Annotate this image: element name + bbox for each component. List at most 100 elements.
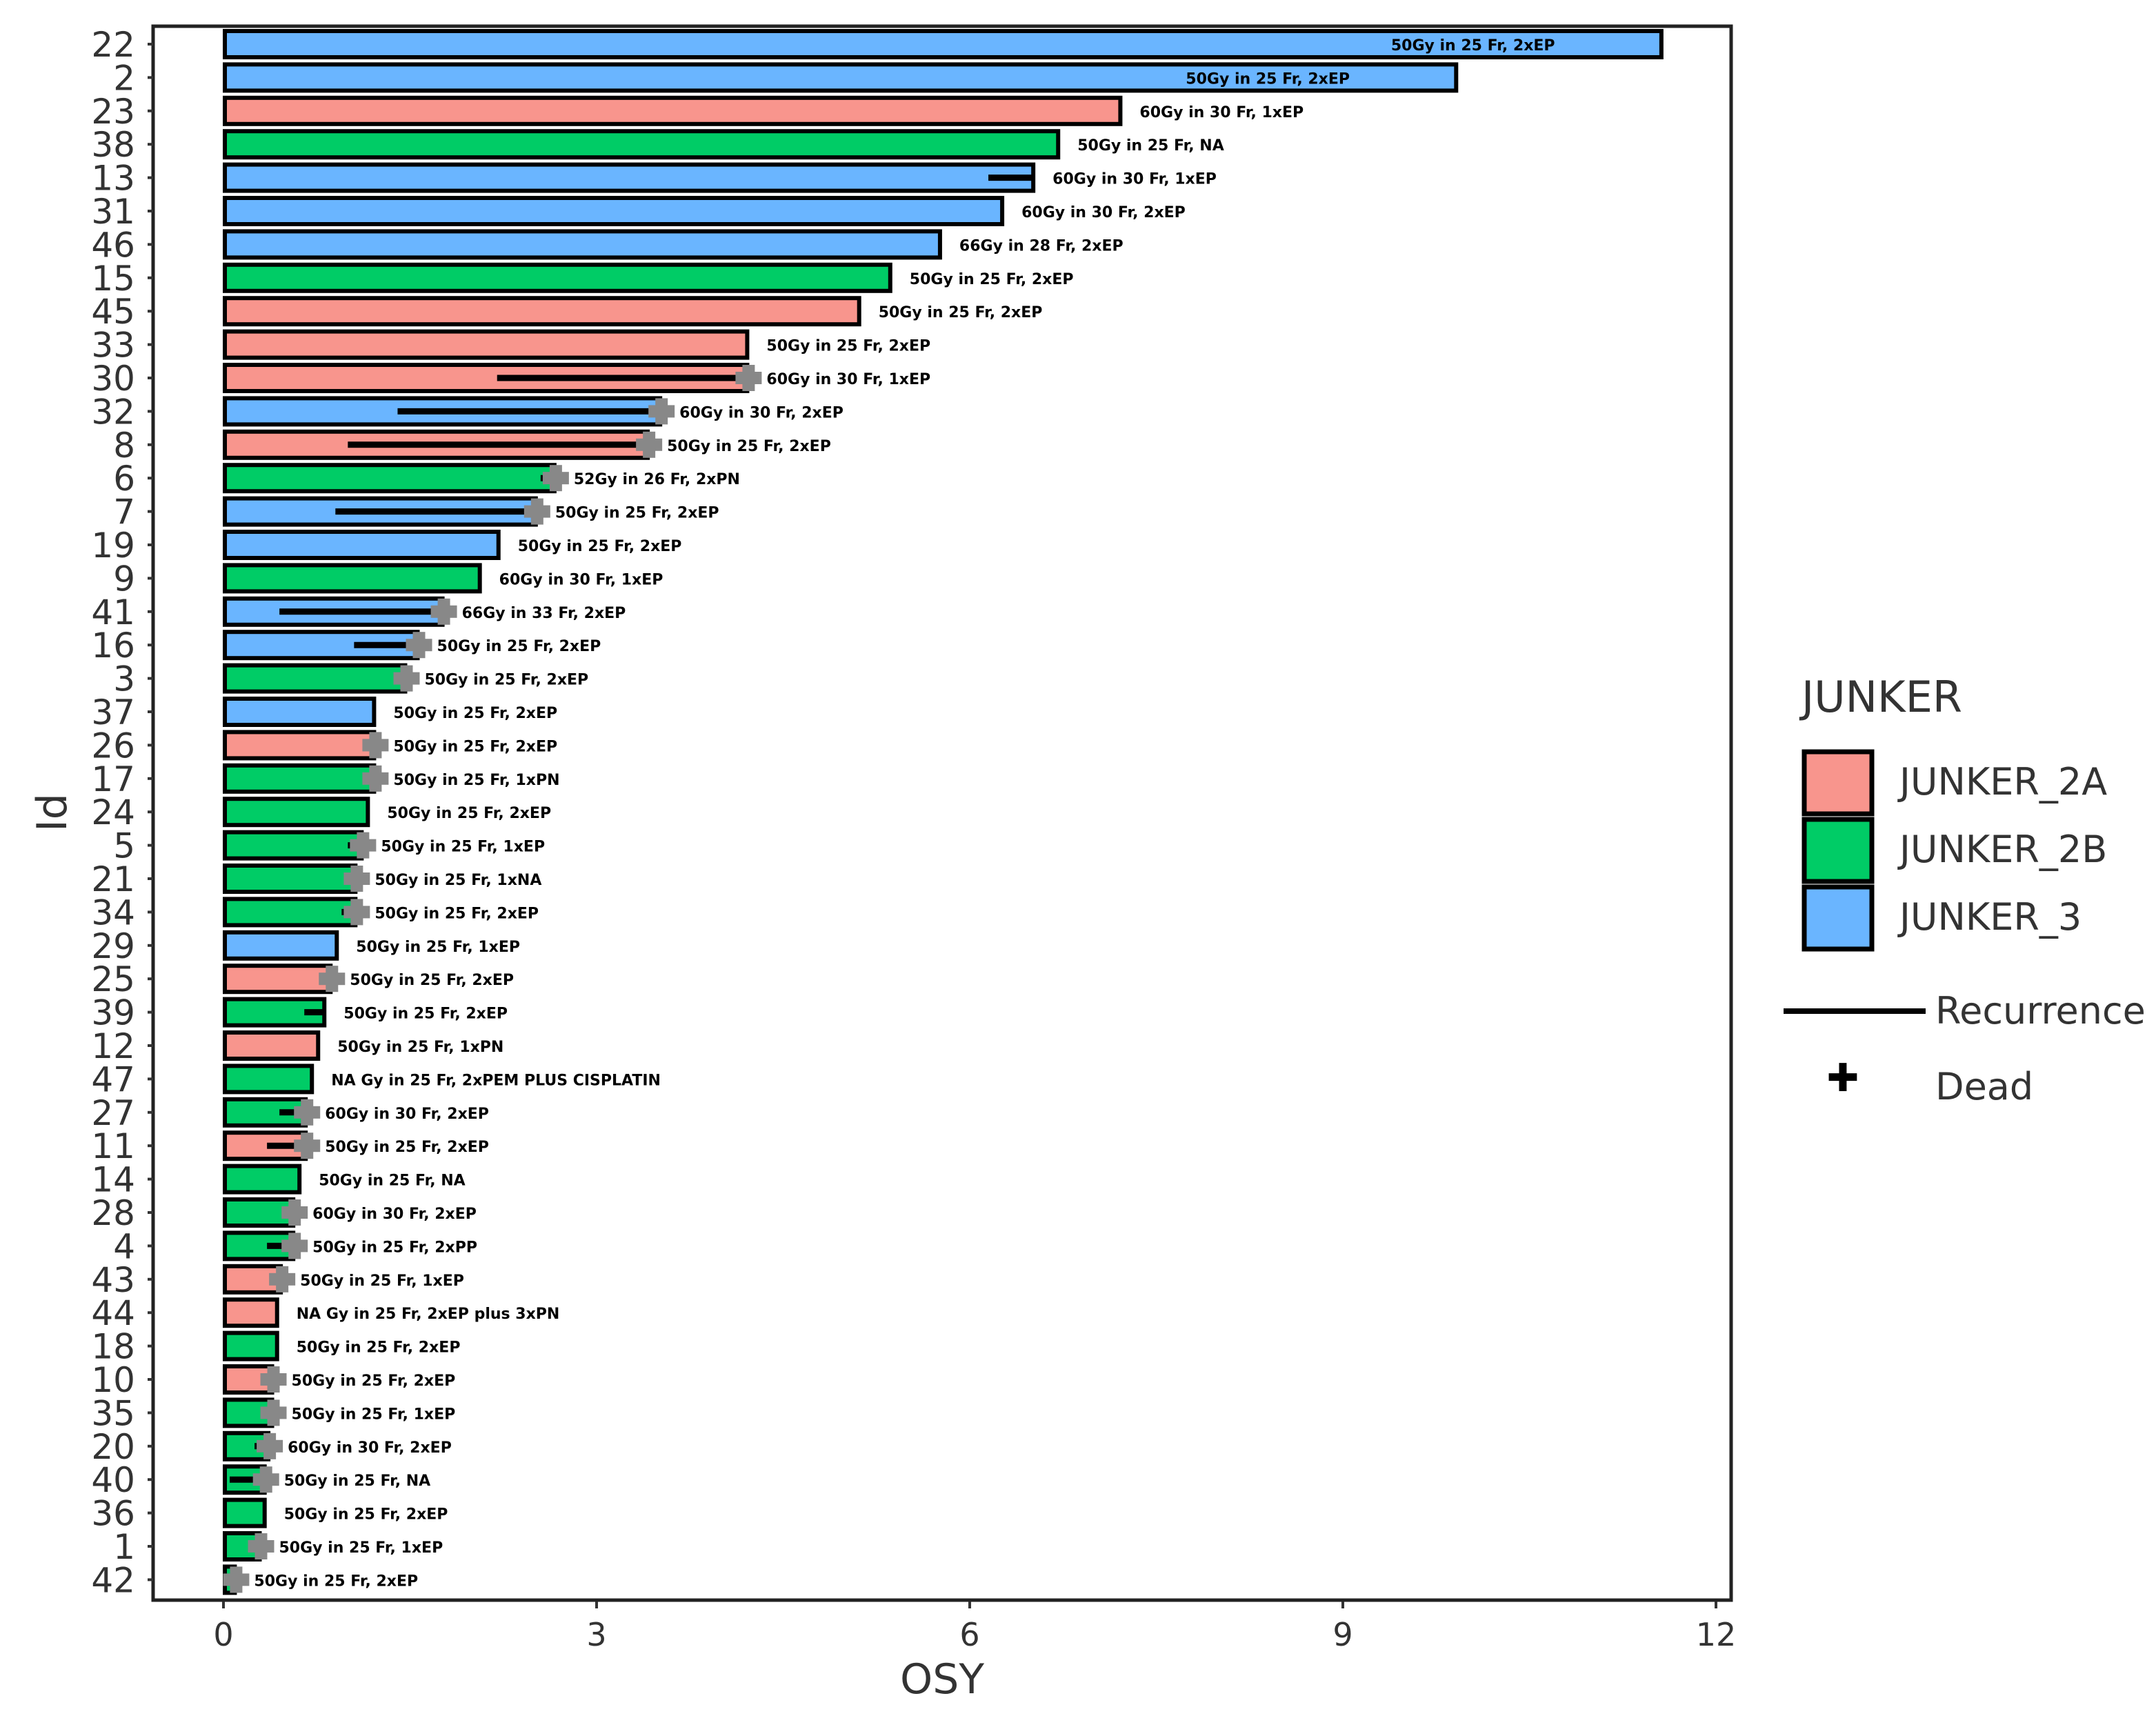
legend-swatch-junker-2a xyxy=(1801,749,1875,817)
x-tick-label-0: 0 xyxy=(213,1616,233,1653)
y-tick-label-4: 4 xyxy=(113,1226,135,1266)
y-tick-label-35: 35 xyxy=(91,1393,135,1433)
legend-dead-label: Dead xyxy=(1935,1065,2033,1108)
bar-2 xyxy=(223,62,1459,93)
y-tick-label-2: 2 xyxy=(113,58,135,98)
y-tick-label-24: 24 xyxy=(91,792,135,832)
bar-label-27: 60Gy in 30 Fr, 2xEP xyxy=(325,1106,489,1123)
bar-23 xyxy=(223,95,1123,126)
dead-marker-h-6 xyxy=(542,472,569,485)
y-tick-label-42: 42 xyxy=(91,1560,135,1600)
y-tick-label-31: 31 xyxy=(91,192,135,232)
bar-label-35: 50Gy in 25 Fr, 1xEP xyxy=(292,1406,456,1423)
bar-label-45: 50Gy in 25 Fr, 2xEP xyxy=(879,304,1043,321)
bar-label-33: 50Gy in 25 Fr, 2xEP xyxy=(766,338,930,355)
bar-label-25: 50Gy in 25 Fr, 2xEP xyxy=(350,972,514,989)
y-tick-label-13: 13 xyxy=(91,159,135,199)
y-tick-label-33: 33 xyxy=(91,326,135,366)
dead-marker-h-7 xyxy=(523,505,550,518)
bar-label-6: 52Gy in 26 Fr, 2xPN xyxy=(574,471,740,488)
bar-label-46: 66Gy in 28 Fr, 2xEP xyxy=(959,237,1124,255)
bar-34 xyxy=(223,897,358,928)
legend-label-junker-3: JUNKER_3 xyxy=(1897,895,2082,939)
bar-label-21: 50Gy in 25 Fr, 1xNA xyxy=(375,872,541,889)
bar-label-16: 50Gy in 25 Fr, 2xEP xyxy=(437,638,601,655)
bar-19 xyxy=(223,530,501,560)
y-tick-label-32: 32 xyxy=(91,392,135,432)
bar-label-11: 50Gy in 25 Fr, 2xEP xyxy=(325,1139,489,1156)
bar-label-36: 50Gy in 25 Fr, 2xEP xyxy=(284,1506,448,1524)
bar-17 xyxy=(223,763,377,794)
bar-13 xyxy=(223,162,1036,193)
bar-label-42: 50Gy in 25 Fr, 2xEP xyxy=(254,1573,418,1590)
y-tick-label-19: 19 xyxy=(91,526,135,566)
y-tick-label-25: 25 xyxy=(91,959,135,999)
axes-layer: 2222338133146154533303286719941163372617… xyxy=(91,25,1736,1653)
legend: JUNKER JUNKER_2A JUNKER_2B JUNKER_3 Recurr… xyxy=(1784,672,2146,1108)
y-tick-label-45: 45 xyxy=(91,292,135,332)
legend-label-junker-2a: JUNKER_2A xyxy=(1897,760,2107,804)
y-tick-label-43: 43 xyxy=(91,1260,135,1300)
bar-label-12: 50Gy in 25 Fr, 1xPN xyxy=(337,1039,503,1056)
y-tick-label-34: 34 xyxy=(91,892,135,932)
bar-label-26: 50Gy in 25 Fr, 2xEP xyxy=(393,738,557,755)
bar-label-43: 50Gy in 25 Fr, 1xEP xyxy=(300,1273,464,1290)
y-tick-label-21: 21 xyxy=(91,859,135,899)
y-tick-label-30: 30 xyxy=(91,359,135,399)
y-tick-label-41: 41 xyxy=(91,592,135,632)
y-tick-label-27: 27 xyxy=(91,1093,135,1133)
bar-25 xyxy=(223,964,333,995)
bar-label-44: NA Gy in 25 Fr, 2xEP plus 3xPN xyxy=(297,1306,560,1323)
bar-36 xyxy=(223,1497,267,1528)
y-tick-label-29: 29 xyxy=(91,926,135,966)
bar-label-14: 50Gy in 25 Fr, NA xyxy=(319,1173,466,1190)
bar-label-8: 50Gy in 25 Fr, 2xEP xyxy=(667,438,831,455)
bar-label-13: 60Gy in 30 Fr, 1xEP xyxy=(1052,171,1217,188)
bar-label-28: 60Gy in 30 Fr, 2xEP xyxy=(312,1206,477,1223)
bar-label-47: NA Gy in 25 Fr, 2xPEM PLUS CISPLATIN xyxy=(331,1072,661,1089)
dead-marker-h-8 xyxy=(636,438,663,451)
bar-12 xyxy=(223,1030,321,1061)
y-tick-label-1: 1 xyxy=(113,1527,135,1567)
y-tick-label-26: 26 xyxy=(91,726,135,766)
legend-items: JUNKER_2A JUNKER_2B JUNKER_3 xyxy=(1801,749,2107,952)
dead-marker-h-3 xyxy=(393,672,420,685)
dead-marker-h-43 xyxy=(269,1273,296,1286)
legend-recurrence-label: Recurrence xyxy=(1935,989,2146,1032)
bar-label-15: 50Gy in 25 Fr, 2xEP xyxy=(910,271,1074,288)
bar-29 xyxy=(223,930,339,961)
y-tick-label-15: 15 xyxy=(91,259,135,299)
bar-label-10: 50Gy in 25 Fr, 2xEP xyxy=(292,1373,456,1390)
bar-46 xyxy=(223,229,942,260)
bar-label-37: 50Gy in 25 Fr, 2xEP xyxy=(393,705,557,722)
dead-marker-h-34 xyxy=(343,906,370,919)
dead-marker-h-1 xyxy=(248,1540,275,1553)
bar-26 xyxy=(223,730,377,761)
bar-5 xyxy=(223,830,364,861)
bar-label-40: 50Gy in 25 Fr, NA xyxy=(284,1473,431,1490)
y-tick-label-3: 3 xyxy=(113,659,135,699)
y-tick-label-22: 22 xyxy=(91,25,135,65)
bar-label-19: 50Gy in 25 Fr, 2xEP xyxy=(518,538,682,555)
dead-marker-h-27 xyxy=(294,1106,321,1119)
y-tick-label-39: 39 xyxy=(91,993,135,1033)
bar-45 xyxy=(223,296,861,327)
bar-label-4: 50Gy in 25 Fr, 2xPP xyxy=(312,1239,477,1256)
dead-marker-h-11 xyxy=(294,1139,321,1153)
y-tick-label-6: 6 xyxy=(113,459,135,499)
y-tick-label-17: 17 xyxy=(91,759,135,799)
legend-dead-icon: ✚ xyxy=(1827,1056,1859,1099)
y-tick-label-18: 18 xyxy=(91,1327,135,1367)
bar-label-9: 60Gy in 30 Fr, 1xEP xyxy=(499,571,663,588)
bar-label-31: 60Gy in 30 Fr, 2xEP xyxy=(1021,204,1186,221)
y-tick-label-36: 36 xyxy=(91,1494,135,1534)
bar-label-18: 50Gy in 25 Fr, 2xEP xyxy=(297,1339,461,1357)
bar-24 xyxy=(223,797,370,828)
bar-33 xyxy=(223,329,750,360)
bar-label-34: 50Gy in 25 Fr, 2xEP xyxy=(375,905,539,922)
dead-marker-h-16 xyxy=(406,639,432,652)
dead-marker-h-28 xyxy=(281,1206,308,1219)
bar-label-24: 50Gy in 25 Fr, 2xEP xyxy=(387,805,551,822)
y-tick-label-23: 23 xyxy=(91,92,135,132)
